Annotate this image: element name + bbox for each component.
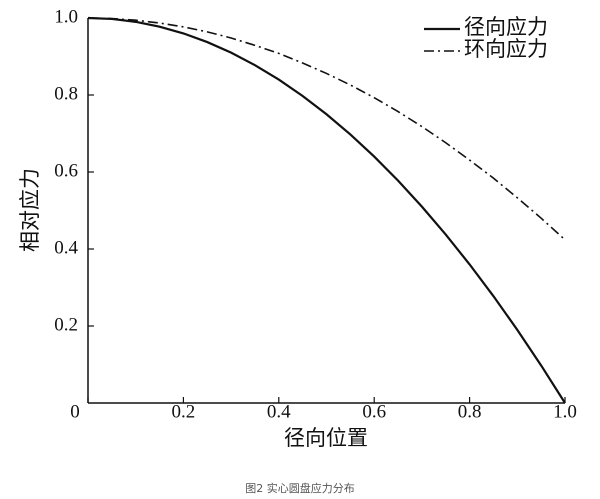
x-tick-label: 0.6 (362, 401, 386, 422)
x-tick-label: 0.8 (458, 401, 482, 422)
x-tick-label: 0 (70, 401, 80, 422)
y-tick-label: 0.8 (54, 83, 78, 104)
y-tick-label: 0.2 (54, 314, 78, 335)
y-tick-label: 0.6 (54, 160, 78, 181)
x-tick-label: 1.0 (553, 401, 577, 422)
legend-label: 径向应力 (464, 15, 548, 39)
caption: 图2 实心圆盘应力分布 (245, 481, 355, 495)
x-axis-label: 径向位置 (284, 426, 368, 450)
x-tick-label: 0.2 (172, 401, 196, 422)
series-line (87, 17, 566, 241)
y-tick-label: 1.0 (54, 6, 78, 27)
legend-label: 环向应力 (464, 37, 548, 61)
series-line (87, 16, 566, 404)
y-tick-label: 0.4 (54, 237, 78, 258)
y-axis-label: 相对应力 (18, 168, 42, 252)
x-tick-label: 0.4 (267, 401, 291, 422)
